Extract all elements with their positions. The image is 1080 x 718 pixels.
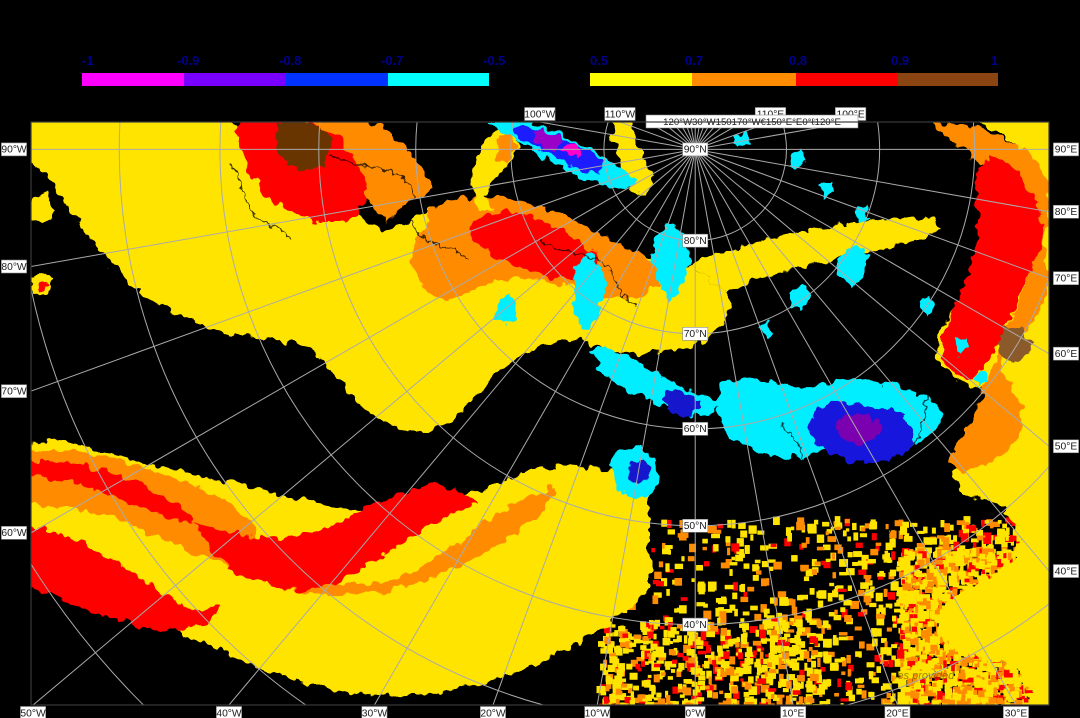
svg-text:50°N: 50°N xyxy=(684,521,707,532)
svg-text:10°W: 10°W xyxy=(585,708,611,718)
svg-text:40°N: 40°N xyxy=(684,620,707,631)
svg-text:50°W: 50°W xyxy=(20,708,46,718)
svg-text:80°W: 80°W xyxy=(1,262,27,273)
svg-text:60°W: 60°W xyxy=(1,528,27,539)
svg-text:60°E: 60°E xyxy=(1055,349,1078,360)
svg-text:10°E: 10°E xyxy=(782,708,805,718)
svg-text:90°W: 90°W xyxy=(1,145,27,156)
svg-text:70°E: 70°E xyxy=(1055,273,1078,284)
svg-text:80°E: 80°E xyxy=(1055,207,1078,218)
svg-text:90°N: 90°N xyxy=(684,145,707,156)
svg-text:60°N: 60°N xyxy=(684,424,707,435)
svg-text:40°E: 40°E xyxy=(1055,566,1078,577)
svg-text:30°E: 30°E xyxy=(1005,708,1028,718)
svg-text:40°W: 40°W xyxy=(216,708,242,718)
svg-text:100°W: 100°W xyxy=(524,109,555,120)
svg-text:20°W: 20°W xyxy=(480,708,506,718)
svg-text:70°W: 70°W xyxy=(1,386,27,397)
svg-text:90°E: 90°E xyxy=(1055,145,1078,156)
svg-text:110°W: 110°W xyxy=(605,109,636,120)
svg-text:20°E: 20°E xyxy=(886,708,909,718)
svg-text:les provided: les provided xyxy=(895,670,955,682)
svg-text:80°N: 80°N xyxy=(684,236,707,247)
svg-text:0°W: 0°W xyxy=(685,708,705,718)
svg-text:30°W: 30°W xyxy=(362,708,388,718)
svg-text:70°N: 70°N xyxy=(684,329,707,340)
svg-text:50°E: 50°E xyxy=(1055,442,1078,453)
